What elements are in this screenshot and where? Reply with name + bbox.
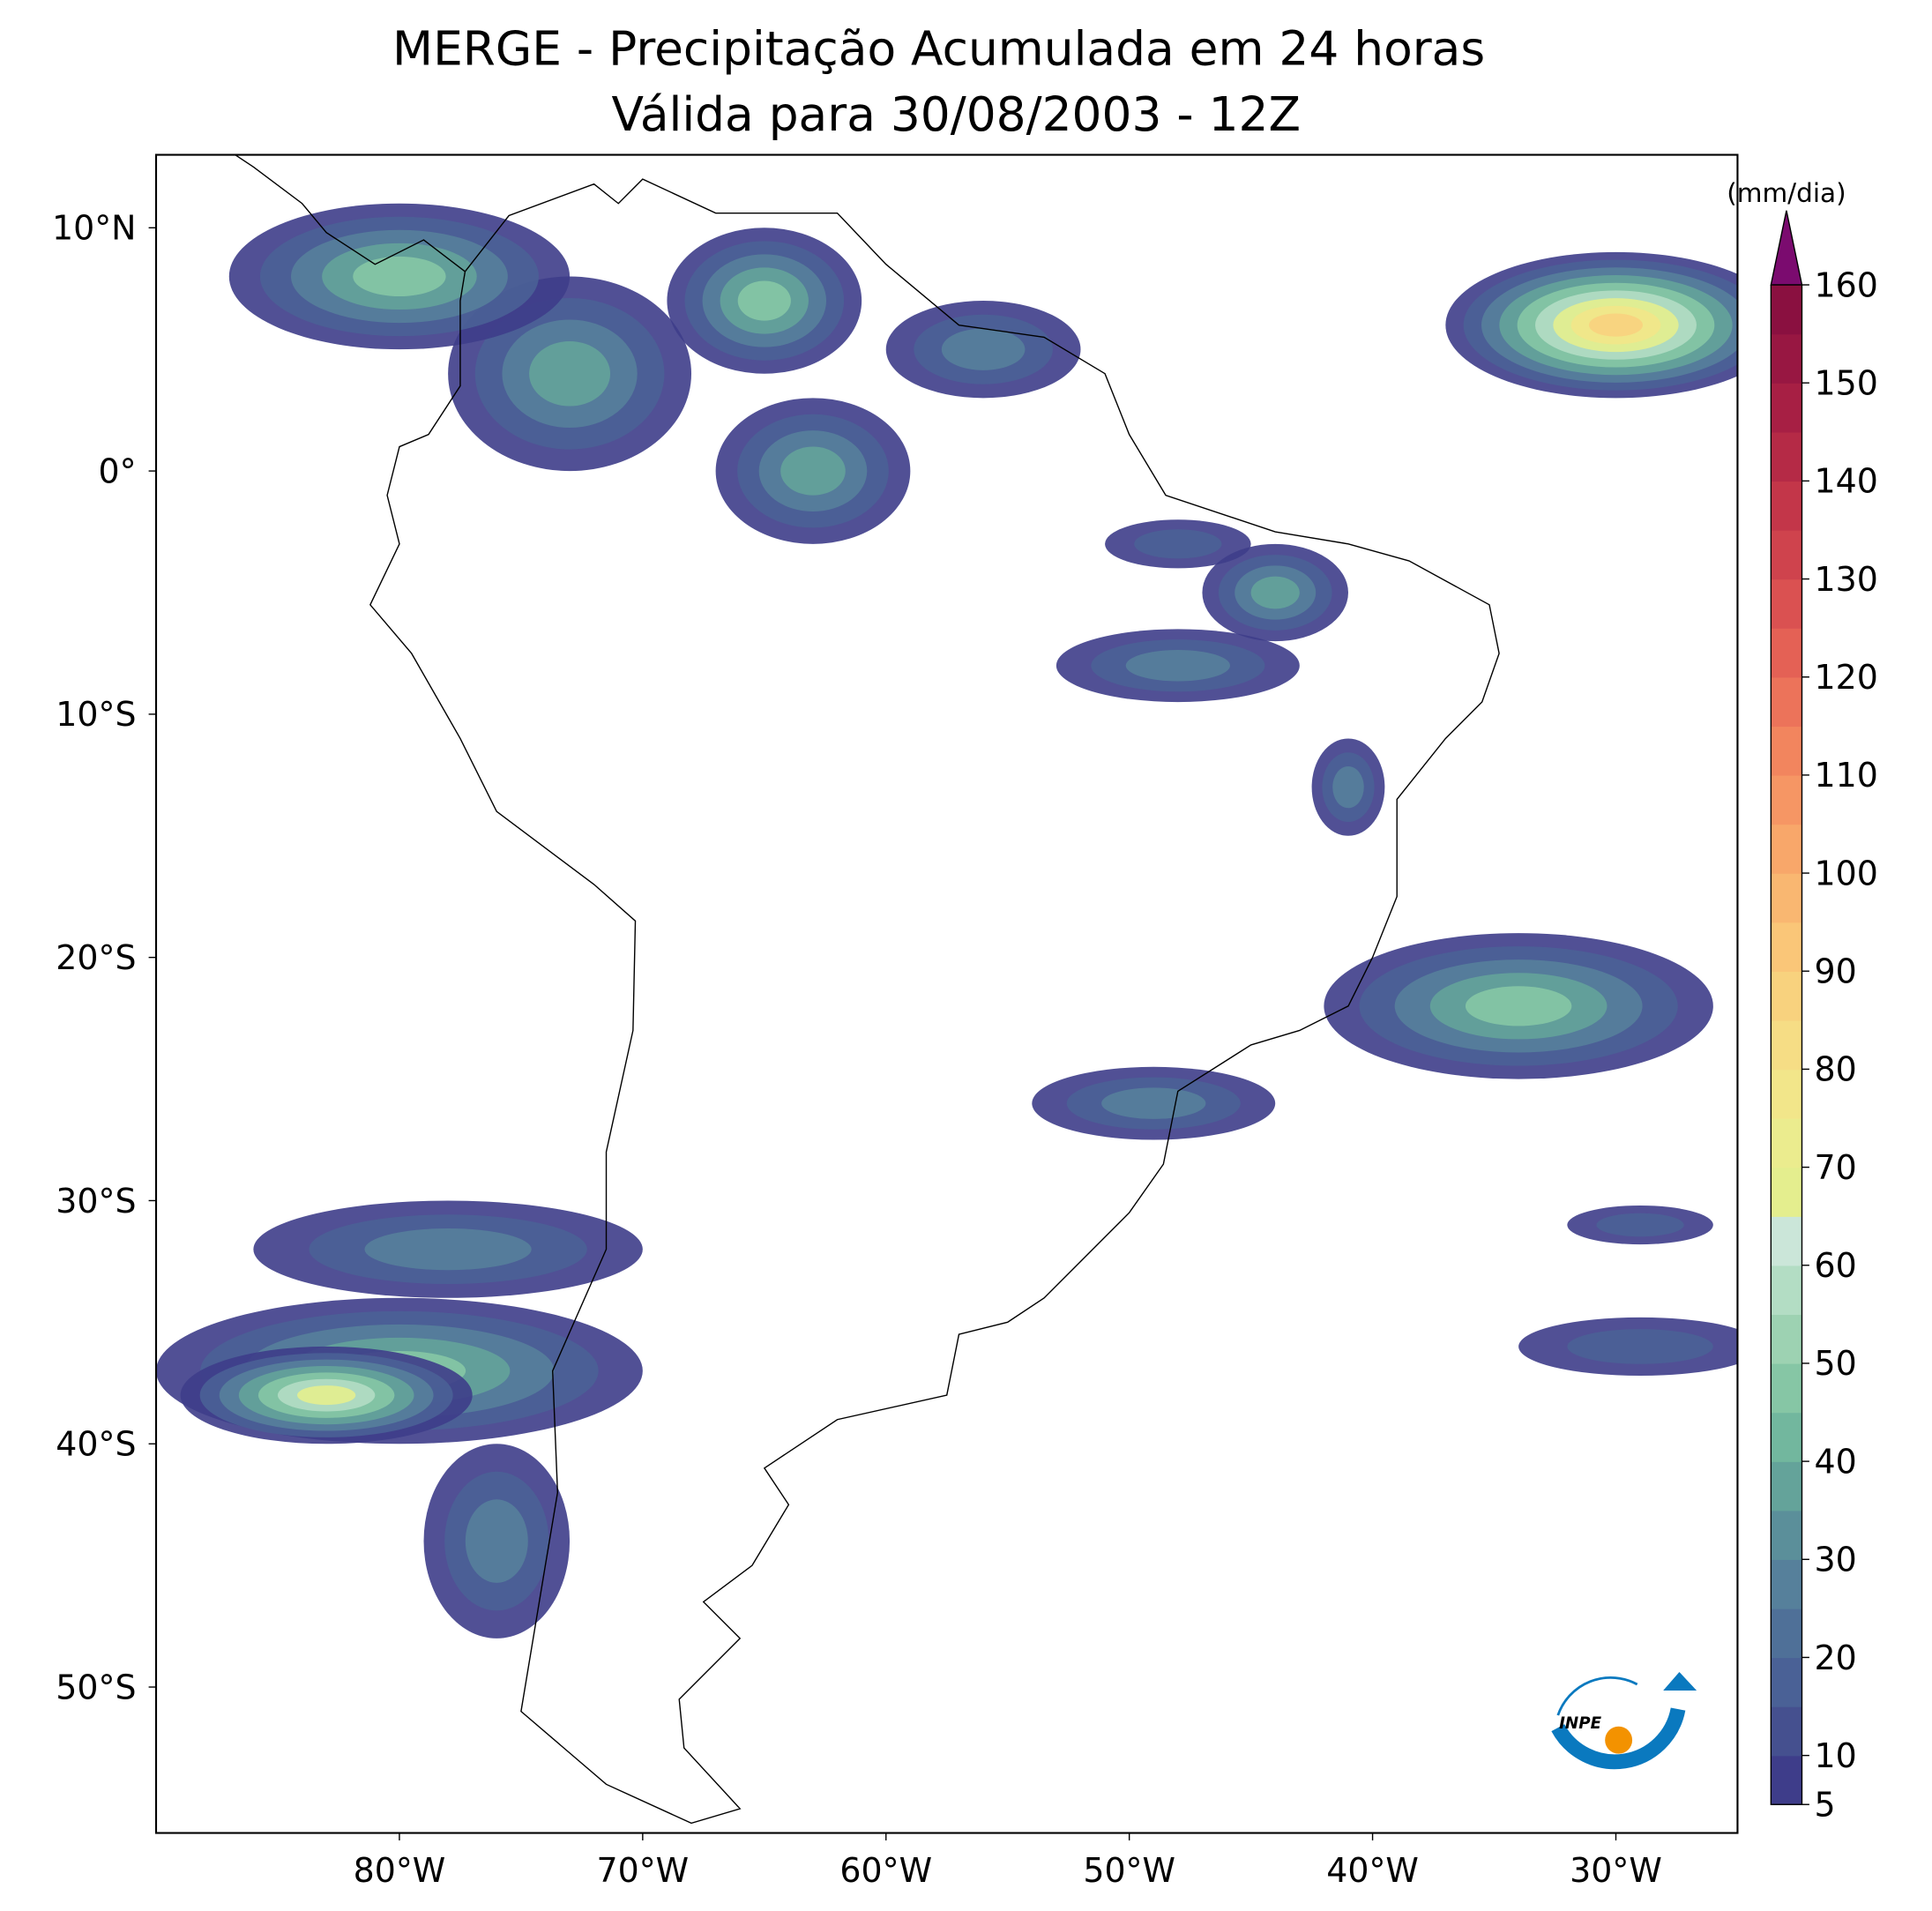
colorbar-band — [1771, 1559, 1802, 1609]
logo-orbit — [1556, 1676, 1638, 1716]
colorbar-band — [1771, 431, 1802, 482]
colorbar-tick-label: 90 — [1815, 952, 1857, 991]
colorbar-band — [1771, 1461, 1802, 1512]
colorbar-band — [1771, 1362, 1802, 1414]
y-tick-label: 40°S — [56, 1425, 136, 1464]
rain-area — [1596, 1213, 1684, 1237]
y-tick-label: 30°S — [56, 1182, 136, 1221]
logo-text: INPE — [1559, 1714, 1601, 1733]
colorbar-band — [1771, 1069, 1802, 1119]
rain-area — [737, 280, 791, 321]
colorbar-tick-label: 30 — [1815, 1541, 1857, 1579]
colorbar-band — [1771, 1167, 1802, 1217]
colorbar-band — [1771, 774, 1802, 825]
colorbar-band — [1771, 873, 1802, 923]
colorbar-outline — [1770, 285, 1803, 1805]
colorbar-tick-label: 150 — [1815, 363, 1878, 402]
colorbar-tick-label: 110 — [1815, 756, 1878, 795]
colorbar-tick-label: 130 — [1815, 560, 1878, 599]
rain-area — [364, 1228, 532, 1271]
colorbar-band — [1771, 1412, 1802, 1462]
rain-area — [1250, 576, 1300, 609]
rain-area — [297, 1385, 356, 1406]
colorbar-tick-label: 140 — [1815, 462, 1878, 501]
colorbar-tick-label: 5 — [1815, 1786, 1836, 1825]
y-tick-label: 0° — [98, 452, 136, 490]
logo-swoosh — [1551, 1707, 1686, 1770]
colorbar-band — [1771, 628, 1802, 678]
title-line-1: MERGE - Precipitação Acumulada em 24 hor… — [392, 21, 1485, 77]
colorbar-band — [1771, 971, 1802, 1021]
colorbar-tick-label: 10 — [1815, 1736, 1857, 1775]
rain-area — [1465, 986, 1572, 1026]
colorbar-tick-label: 40 — [1815, 1442, 1857, 1481]
y-tick-label: 20°S — [56, 938, 136, 977]
colorbar-band — [1771, 1706, 1802, 1757]
coastline — [369, 178, 1500, 1825]
colorbar-band — [1771, 1755, 1802, 1805]
coastline — [234, 154, 466, 272]
colorbar-band — [1771, 1216, 1802, 1266]
colorbar-band — [1771, 1510, 1802, 1560]
colorbar-band — [1771, 333, 1802, 384]
map-frame — [154, 153, 1739, 1834]
colorbar-band — [1771, 922, 1802, 972]
colorbar-tick-label: 70 — [1815, 1148, 1857, 1187]
colorbar-band — [1771, 1019, 1802, 1071]
colorbar-label: (mm/dia) — [1727, 178, 1846, 208]
title-line-2: Válida para 30/08/2003 - 12Z — [611, 86, 1301, 142]
rain-area — [780, 446, 846, 496]
y-tick-label: 10°S — [56, 695, 136, 734]
logo-sun — [1605, 1726, 1633, 1754]
rain-area — [529, 340, 611, 407]
rain-area — [465, 1499, 528, 1583]
rain-area — [941, 328, 1026, 370]
colorbar-band — [1771, 481, 1802, 531]
colorbar-band — [1771, 1117, 1802, 1168]
rain-area — [1125, 649, 1230, 682]
logo-arrow — [1663, 1671, 1697, 1691]
colorbar: 5 10 20 30 40 50 60 70 80 90 100 110 120 130 140 150 160… — [1727, 178, 1878, 1825]
rain-area — [1134, 529, 1222, 559]
y-tick-label: 50°S — [56, 1668, 136, 1706]
colorbar-tick-label: 20 — [1815, 1639, 1857, 1677]
colorbar-band — [1771, 824, 1802, 874]
colorbar-tick-label: 160 — [1815, 265, 1878, 304]
x-tick-label: 30°W — [1570, 1851, 1662, 1890]
x-tick-label: 40°W — [1326, 1851, 1419, 1890]
colorbar-band — [1771, 676, 1802, 728]
colorbar-band — [1771, 1608, 1802, 1659]
logo: INPE — [1551, 1671, 1697, 1770]
rain-area — [353, 256, 446, 297]
colorbar-tick-label: 60 — [1815, 1246, 1857, 1285]
colorbar-band — [1771, 726, 1802, 776]
colorbar-band — [1771, 285, 1802, 335]
x-tick-label: 60°W — [839, 1851, 932, 1890]
rain-area — [1588, 313, 1643, 337]
rain-area — [1567, 1329, 1713, 1364]
x-tick-label: 50°W — [1083, 1851, 1175, 1890]
x-tick-label: 80°W — [354, 1851, 446, 1890]
colorbar-tick-label: 50 — [1815, 1344, 1857, 1383]
rain-area — [1101, 1087, 1206, 1119]
colorbar-band — [1771, 1657, 1802, 1707]
colorbar-band — [1771, 383, 1802, 433]
colorbar-extend — [1770, 210, 1803, 286]
rain-area — [1332, 765, 1364, 809]
colorbar-tick-label: 100 — [1815, 854, 1878, 892]
x-tick-label: 70°W — [597, 1851, 690, 1890]
colorbar-tick-label: 80 — [1815, 1050, 1857, 1089]
colorbar-band — [1771, 579, 1802, 629]
y-tick-label: 10°N — [52, 209, 137, 248]
colorbar-band — [1771, 1314, 1802, 1364]
colorbar-band — [1771, 1265, 1802, 1316]
colorbar-tick-label: 120 — [1815, 658, 1878, 697]
map — [156, 154, 1738, 1825]
colorbar-band — [1771, 529, 1802, 580]
